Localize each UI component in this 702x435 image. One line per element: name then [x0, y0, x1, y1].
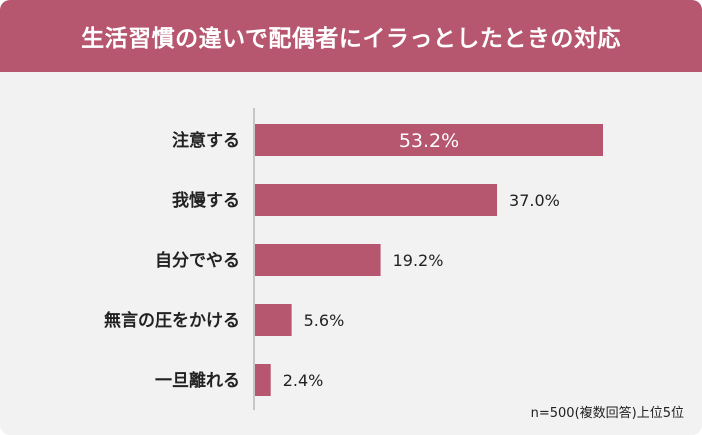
sample-note: n=500(複数回答)上位5位 — [530, 406, 684, 421]
category-label: 自分でやる — [155, 250, 240, 271]
value-label: 19.2% — [393, 251, 444, 270]
category-label: 注意する — [172, 130, 240, 151]
bar — [255, 364, 271, 396]
category-label: 我慢する — [172, 190, 240, 211]
chart-title: 生活習慣の違いで配偶者にイラっとしたときの対応 — [0, 0, 702, 72]
bar — [255, 124, 603, 156]
bar — [255, 184, 498, 216]
bar — [255, 304, 292, 336]
value-label: 53.2% — [399, 130, 459, 152]
value-label: 2.4% — [283, 371, 324, 390]
category-label: 一旦離れる — [155, 370, 240, 391]
category-label: 無言の圧をかける — [104, 310, 240, 331]
value-label: 5.6% — [304, 311, 345, 330]
bar — [255, 244, 381, 276]
value-label: 37.0% — [509, 191, 560, 210]
